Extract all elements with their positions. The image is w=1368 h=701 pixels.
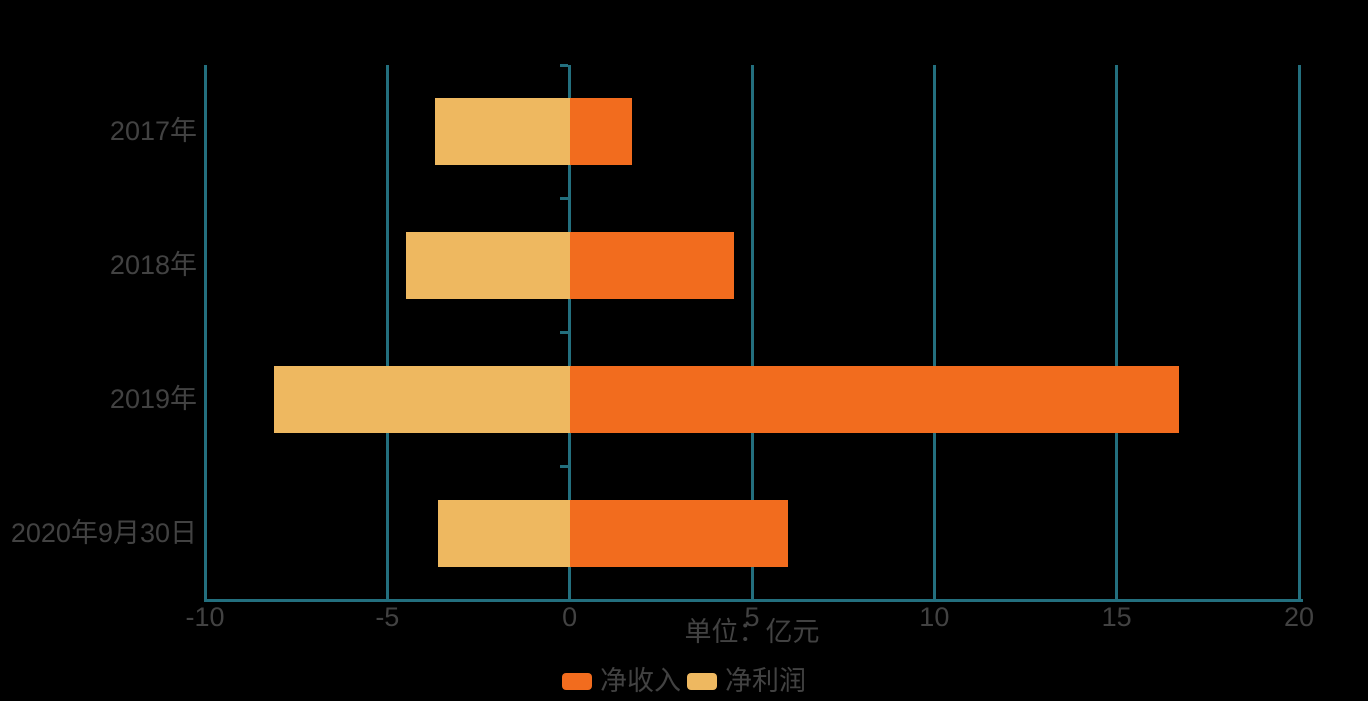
x-tick-label-5: 5 [744,602,760,632]
legend-swatch-net-revenue [562,673,592,690]
x-tick-label-20: 20 [1283,602,1315,632]
y-axis-tick [560,197,569,201]
y-axis-line [568,65,572,600]
gridline-x-10 [203,65,207,600]
category-label-2019年: 2019年 [109,383,197,414]
category-label-2017年: 2017年 [109,116,197,147]
legend-item-net-revenue[interactable]: 净收入 [562,668,681,695]
x-tick-label--10: -10 [185,602,225,632]
x-tick-label--5: -5 [375,602,400,632]
y-axis-tick [560,63,569,67]
category-label-2018年: 2018年 [109,250,197,281]
bar-net-profit-2018年[interactable] [405,232,570,300]
gridline-x5 [750,65,754,600]
x-tick-label-0: 0 [562,602,578,632]
y-axis-tick [560,598,569,602]
x-axis-line [203,598,1303,602]
y-axis-tick [560,464,569,468]
bar-net-revenue-2017年[interactable] [569,98,632,166]
legend-label-net-profit: 净利润 [725,666,806,696]
bar-net-revenue-2019年[interactable] [569,365,1179,433]
gridline-x-5 [385,65,389,600]
gridline-x10 [932,65,936,600]
bar-net-profit-2019年[interactable] [274,365,570,433]
bar-net-profit-2017年[interactable] [434,98,570,166]
y-axis-tick [560,331,569,334]
bar-net-profit-2020年9月30日[interactable] [438,499,570,567]
legend-swatch-net-profit [687,673,717,690]
category-label-2020年9月30日: 2020年9月30日 [10,517,197,548]
bar-net-revenue-2018年[interactable] [569,232,734,300]
bar-net-revenue-2020年9月30日[interactable] [569,499,789,567]
gridline-x20 [1297,65,1301,600]
x-tick-label-10: 10 [919,602,950,632]
legend-label-net-revenue: 净收入 [600,666,681,696]
x-axis-title: 单位：亿元 [684,617,820,647]
legend: 净收入 净利润 [0,668,1368,695]
x-tick-label-15: 15 [1101,602,1132,632]
gridline-x15 [1115,65,1119,600]
legend-item-net-profit[interactable]: 净利润 [687,668,806,695]
